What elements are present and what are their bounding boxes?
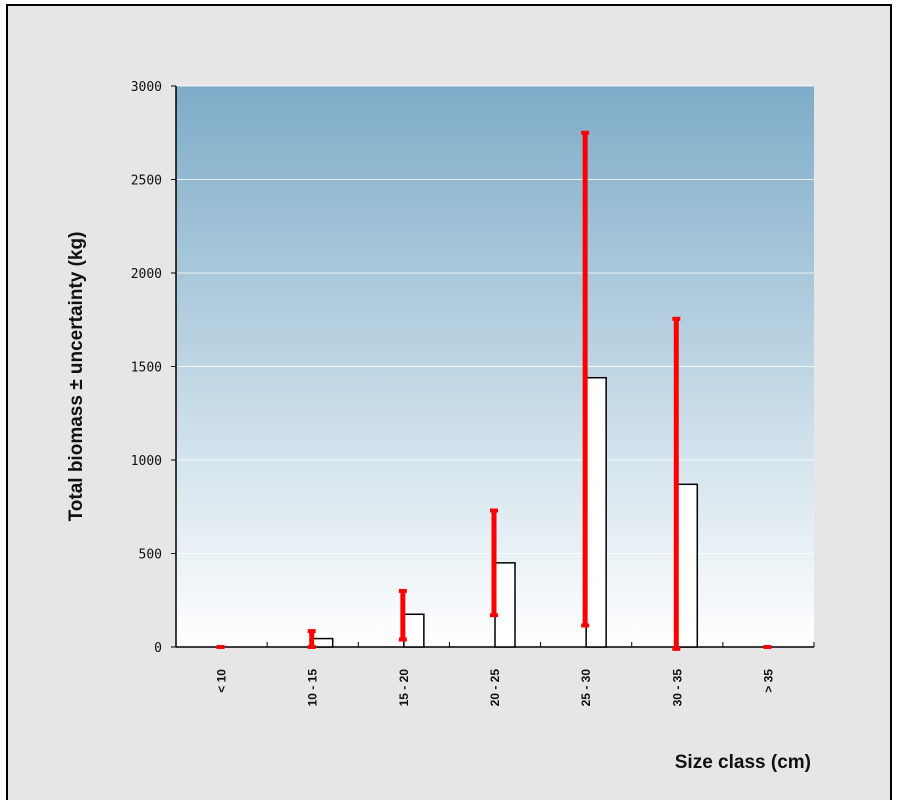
x-tick-label: > 35 bbox=[761, 669, 775, 693]
y-tick-labels: 0 500 1000 1500 2000 2500 3000 bbox=[131, 80, 162, 656]
y-tick-label: 2500 bbox=[131, 174, 162, 189]
y-tick-label: 0 bbox=[154, 641, 162, 656]
bar bbox=[676, 483, 699, 648]
x-tick-label: 30 - 35 bbox=[670, 669, 684, 707]
x-tick-label: 10 - 15 bbox=[306, 669, 320, 707]
y-tick-label: 1500 bbox=[131, 361, 162, 376]
x-tick-label: 20 - 25 bbox=[488, 669, 502, 707]
error-bars bbox=[216, 130, 772, 651]
bar bbox=[494, 562, 516, 648]
x-tick-label: < 10 bbox=[215, 669, 229, 693]
y-tick-label: 2000 bbox=[131, 267, 162, 282]
y-tick-label: 500 bbox=[139, 548, 162, 563]
bar bbox=[403, 613, 425, 648]
y-tick-label: 3000 bbox=[131, 80, 162, 95]
gridlines bbox=[177, 85, 814, 554]
chart-frame: 0 500 1000 1500 2000 2500 3000 < 10 10 - 15 15 -… bbox=[6, 4, 892, 800]
x-tick-label: 15 - 20 bbox=[397, 669, 411, 707]
bar bbox=[585, 376, 607, 648]
x-axis-title: Size class (cm) bbox=[675, 752, 811, 773]
x-tick-label: 25 - 30 bbox=[579, 669, 593, 707]
biomass-chart: 0 500 1000 1500 2000 2500 3000 < 10 10 - 15 15 -… bbox=[66, 80, 815, 773]
x-tick-labels: < 10 10 - 15 15 - 20 20 - 25 25 - 30 30 - 35 >… bbox=[215, 669, 776, 707]
bars bbox=[311, 376, 699, 648]
y-axis-title: Total biomass ± uncertainty (kg) bbox=[66, 232, 87, 522]
y-tick-label: 1000 bbox=[131, 454, 162, 469]
